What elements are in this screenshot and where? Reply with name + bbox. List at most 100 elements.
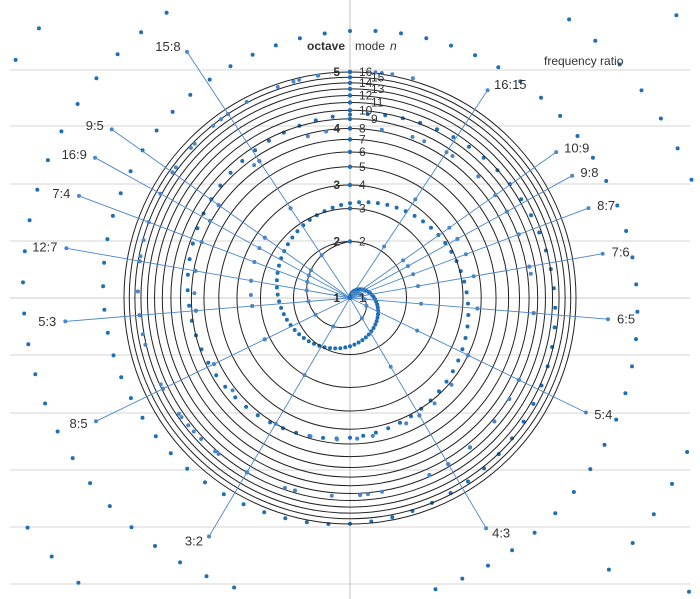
spiral-dot	[390, 515, 395, 520]
spiral-dot	[214, 373, 219, 378]
spiral-dot	[617, 62, 622, 67]
spiral-dot	[670, 481, 674, 486]
ray-point	[316, 73, 320, 78]
ray-end-dot	[63, 319, 68, 324]
ray-point	[350, 291, 355, 296]
spiral-dot	[343, 345, 348, 350]
spiral-dot	[164, 10, 169, 15]
spiral-dot	[466, 479, 470, 484]
spiral-dot	[357, 200, 362, 205]
ray-point	[306, 273, 311, 278]
spiral-dot	[519, 197, 524, 202]
ray-7-4	[78, 195, 351, 299]
spiral-dot	[363, 335, 368, 340]
spiral-dot-field	[13, 10, 694, 594]
ray-point	[179, 415, 184, 420]
spiral-dot	[398, 420, 402, 425]
ray-end-dot	[94, 419, 98, 424]
spiral-dot	[168, 451, 173, 456]
ray-point	[313, 312, 318, 317]
spiral-dot	[352, 342, 357, 347]
mode-label: 3	[359, 201, 366, 215]
ray-point	[140, 332, 145, 337]
ray-point	[193, 308, 198, 313]
spiral-dot	[185, 466, 190, 471]
spiral-dot	[412, 213, 417, 218]
ray-point	[382, 244, 387, 249]
spiral-dot	[385, 202, 390, 207]
ray-point	[305, 134, 310, 139]
spiral-dot	[348, 29, 352, 33]
spiral-dot	[277, 299, 282, 304]
spiral-dot	[204, 574, 209, 579]
spiral-dot	[575, 134, 580, 138]
spiral-dot	[107, 504, 112, 509]
spiral-dot	[102, 307, 107, 312]
ray-end-dot	[185, 49, 189, 54]
spiral-dot	[373, 430, 378, 435]
mode-label: 2	[359, 235, 366, 249]
spiral-dot	[328, 346, 332, 351]
mode-dot	[347, 108, 353, 113]
spiral-dot	[139, 30, 144, 35]
ray-point	[492, 419, 497, 424]
mode-label: 5	[359, 160, 366, 174]
spiral-dot	[348, 201, 352, 206]
spiral-dot	[466, 301, 470, 306]
spiral-dot	[529, 213, 533, 218]
octave-label: 2	[333, 235, 340, 249]
ray-point	[199, 437, 204, 441]
ray-point	[401, 258, 406, 263]
spiral-dot	[521, 419, 526, 424]
ray-point	[226, 112, 231, 116]
ray-point	[358, 493, 363, 497]
spiral-dot	[240, 159, 245, 163]
spiral-dot	[551, 286, 556, 291]
frequency-ratio-header: frequency ratio	[544, 54, 624, 68]
ray-point	[137, 313, 142, 318]
ray-4-3	[349, 297, 487, 529]
ray-point	[282, 485, 287, 490]
ray-point	[161, 386, 166, 391]
spiral-dot	[635, 309, 640, 314]
ray-16-15	[349, 89, 488, 299]
spiral-dot	[279, 305, 284, 310]
ray-point	[191, 429, 196, 434]
spiral-dot	[27, 218, 32, 223]
ray-point	[405, 264, 410, 269]
mode-label: 7	[359, 132, 366, 146]
spiral-dot	[630, 541, 635, 545]
spiral-dot	[675, 146, 680, 151]
ratio-label: 9:5	[86, 118, 104, 133]
ray-point	[176, 411, 181, 416]
ray-point	[207, 218, 212, 223]
ray-end-dot	[583, 410, 588, 415]
spiral-dot	[178, 560, 183, 565]
mode-label: 14	[359, 76, 373, 90]
ray-point	[308, 434, 313, 439]
spiral-dot	[128, 396, 133, 401]
ray-point	[390, 72, 395, 77]
ray-point	[335, 437, 339, 442]
mode-dot	[347, 239, 353, 244]
ray-point	[432, 401, 437, 406]
ray-point	[413, 197, 418, 202]
ray-end-dot	[586, 206, 591, 211]
ray-point	[329, 493, 334, 498]
ratio-rays	[63, 49, 610, 539]
ray-point	[146, 220, 151, 225]
ray-point	[493, 193, 498, 198]
ratio-label: 6:5	[617, 312, 635, 327]
ray-point	[379, 71, 384, 75]
spiral-dot	[105, 330, 110, 335]
spiral-dot	[339, 203, 344, 207]
spiral-dot	[465, 324, 470, 329]
mode-dot	[347, 69, 353, 75]
spiral-dot	[206, 360, 211, 365]
spiral-dot	[630, 255, 635, 260]
mode-label: 11	[371, 96, 384, 110]
spiral-dot	[281, 312, 286, 317]
ray-end-dot	[606, 317, 610, 322]
ray-point	[419, 301, 424, 306]
ray-point	[135, 289, 140, 294]
